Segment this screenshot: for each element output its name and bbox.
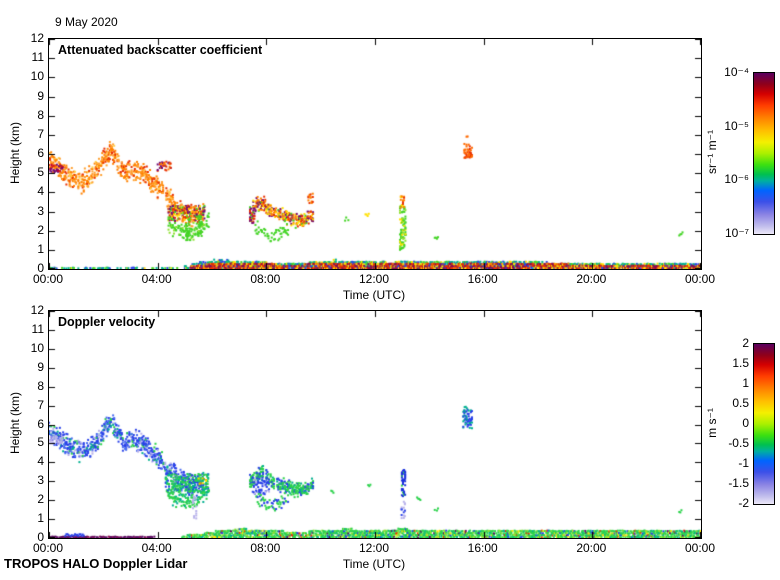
x-tick-label: 00:00 bbox=[32, 272, 64, 286]
y-tick-label: 11 bbox=[31, 321, 44, 336]
x-tick-label: 00:00 bbox=[684, 272, 716, 286]
y-tick-label: 1 bbox=[37, 511, 44, 526]
date-label: 9 May 2020 bbox=[55, 15, 118, 29]
x-tick-label: 20:00 bbox=[576, 272, 607, 286]
x-tick-label: 00:00 bbox=[684, 541, 716, 555]
velocity-panel: Doppler velocity bbox=[48, 310, 702, 539]
velocity-heatmap bbox=[49, 311, 701, 538]
x-tick-label: 12:00 bbox=[358, 272, 390, 286]
y-tick-label: 12 bbox=[30, 303, 44, 317]
colorbar-tick-label: 1.5 bbox=[732, 356, 749, 370]
y-tick-label: 7 bbox=[37, 397, 44, 412]
y-tick-label: 3 bbox=[37, 473, 44, 488]
x-tick-label: 16:00 bbox=[467, 272, 498, 286]
y-tick-label: 5 bbox=[37, 435, 44, 450]
y-tick-label: 8 bbox=[37, 107, 44, 122]
y-tick-label: 6 bbox=[37, 416, 44, 431]
instrument-label: TROPOS HALO Doppler Lidar bbox=[4, 556, 188, 571]
y-tick-label: 0 bbox=[37, 261, 44, 275]
y-tick-label: 10 bbox=[30, 69, 44, 84]
y-tick-label: 0 bbox=[37, 530, 44, 544]
colorbar-tick-label: 1 bbox=[742, 376, 749, 390]
y-tick-label: 7 bbox=[37, 126, 44, 141]
y-tick-label: 9 bbox=[37, 359, 44, 374]
y-tick-label: 5 bbox=[37, 165, 44, 180]
x-tick-label: 00:00 bbox=[32, 541, 64, 555]
colorbar-tick-label: -1.5 bbox=[728, 476, 749, 490]
colorbar-tick-label: 10⁻⁴ bbox=[724, 65, 749, 79]
y-tick-label: 3 bbox=[37, 203, 44, 218]
x-tick-label: 16:00 bbox=[467, 541, 498, 555]
colorbar-tick-label: 0 bbox=[742, 416, 749, 430]
colorbar-tick-label: 10⁻⁶ bbox=[724, 172, 749, 187]
velocity-title: Doppler velocity bbox=[58, 315, 156, 329]
x-tick-label: 08:00 bbox=[250, 272, 281, 286]
velocity-colorbar bbox=[753, 343, 775, 505]
x-tick-label: 12:00 bbox=[358, 541, 390, 555]
y-tick-label: 4 bbox=[37, 454, 44, 469]
x-tick-label: 20:00 bbox=[576, 541, 607, 555]
y-tick-label: 2 bbox=[37, 222, 44, 237]
backscatter-colorbar bbox=[753, 72, 775, 235]
colorbar-tick-label: -0.5 bbox=[728, 436, 749, 450]
x-tick-label: 04:00 bbox=[141, 541, 172, 555]
y-tick-label: 6 bbox=[37, 146, 44, 160]
y-tick-label: 4 bbox=[37, 184, 44, 199]
colorbar-tick-label: 10⁻⁵ bbox=[724, 118, 749, 133]
y-tick-label: 12 bbox=[30, 31, 44, 45]
y-tick-label: 8 bbox=[37, 378, 44, 393]
backscatter-title: Attenuated backscatter coefficient bbox=[58, 43, 263, 57]
colorbar-tick-label: -2 bbox=[738, 496, 749, 510]
backscatter-heatmap bbox=[49, 39, 701, 269]
colorbar-tick-label: -1 bbox=[738, 456, 749, 470]
colorbar-tick-label: 10⁻⁷ bbox=[724, 226, 749, 240]
x-tick-label: 08:00 bbox=[250, 541, 281, 555]
backscatter-colorbar-unit: sr⁻¹ m⁻¹ bbox=[705, 130, 719, 174]
y-tick-label: 10 bbox=[30, 340, 44, 355]
y-tick-label: 1 bbox=[37, 241, 44, 256]
y-tick-label: 11 bbox=[31, 50, 44, 65]
x-tick-label: 04:00 bbox=[141, 272, 172, 286]
y-tick-label: 9 bbox=[37, 88, 44, 103]
velocity-xlabel: Time (UTC) bbox=[342, 557, 406, 571]
y-tick-label: 2 bbox=[37, 492, 44, 507]
backscatter-panel: Attenuated backscatter coefficient bbox=[48, 38, 702, 270]
backscatter-xlabel: Time (UTC) bbox=[342, 288, 406, 302]
colorbar-tick-label: 2 bbox=[742, 336, 749, 350]
colorbar-tick-label: 0.5 bbox=[732, 396, 749, 410]
